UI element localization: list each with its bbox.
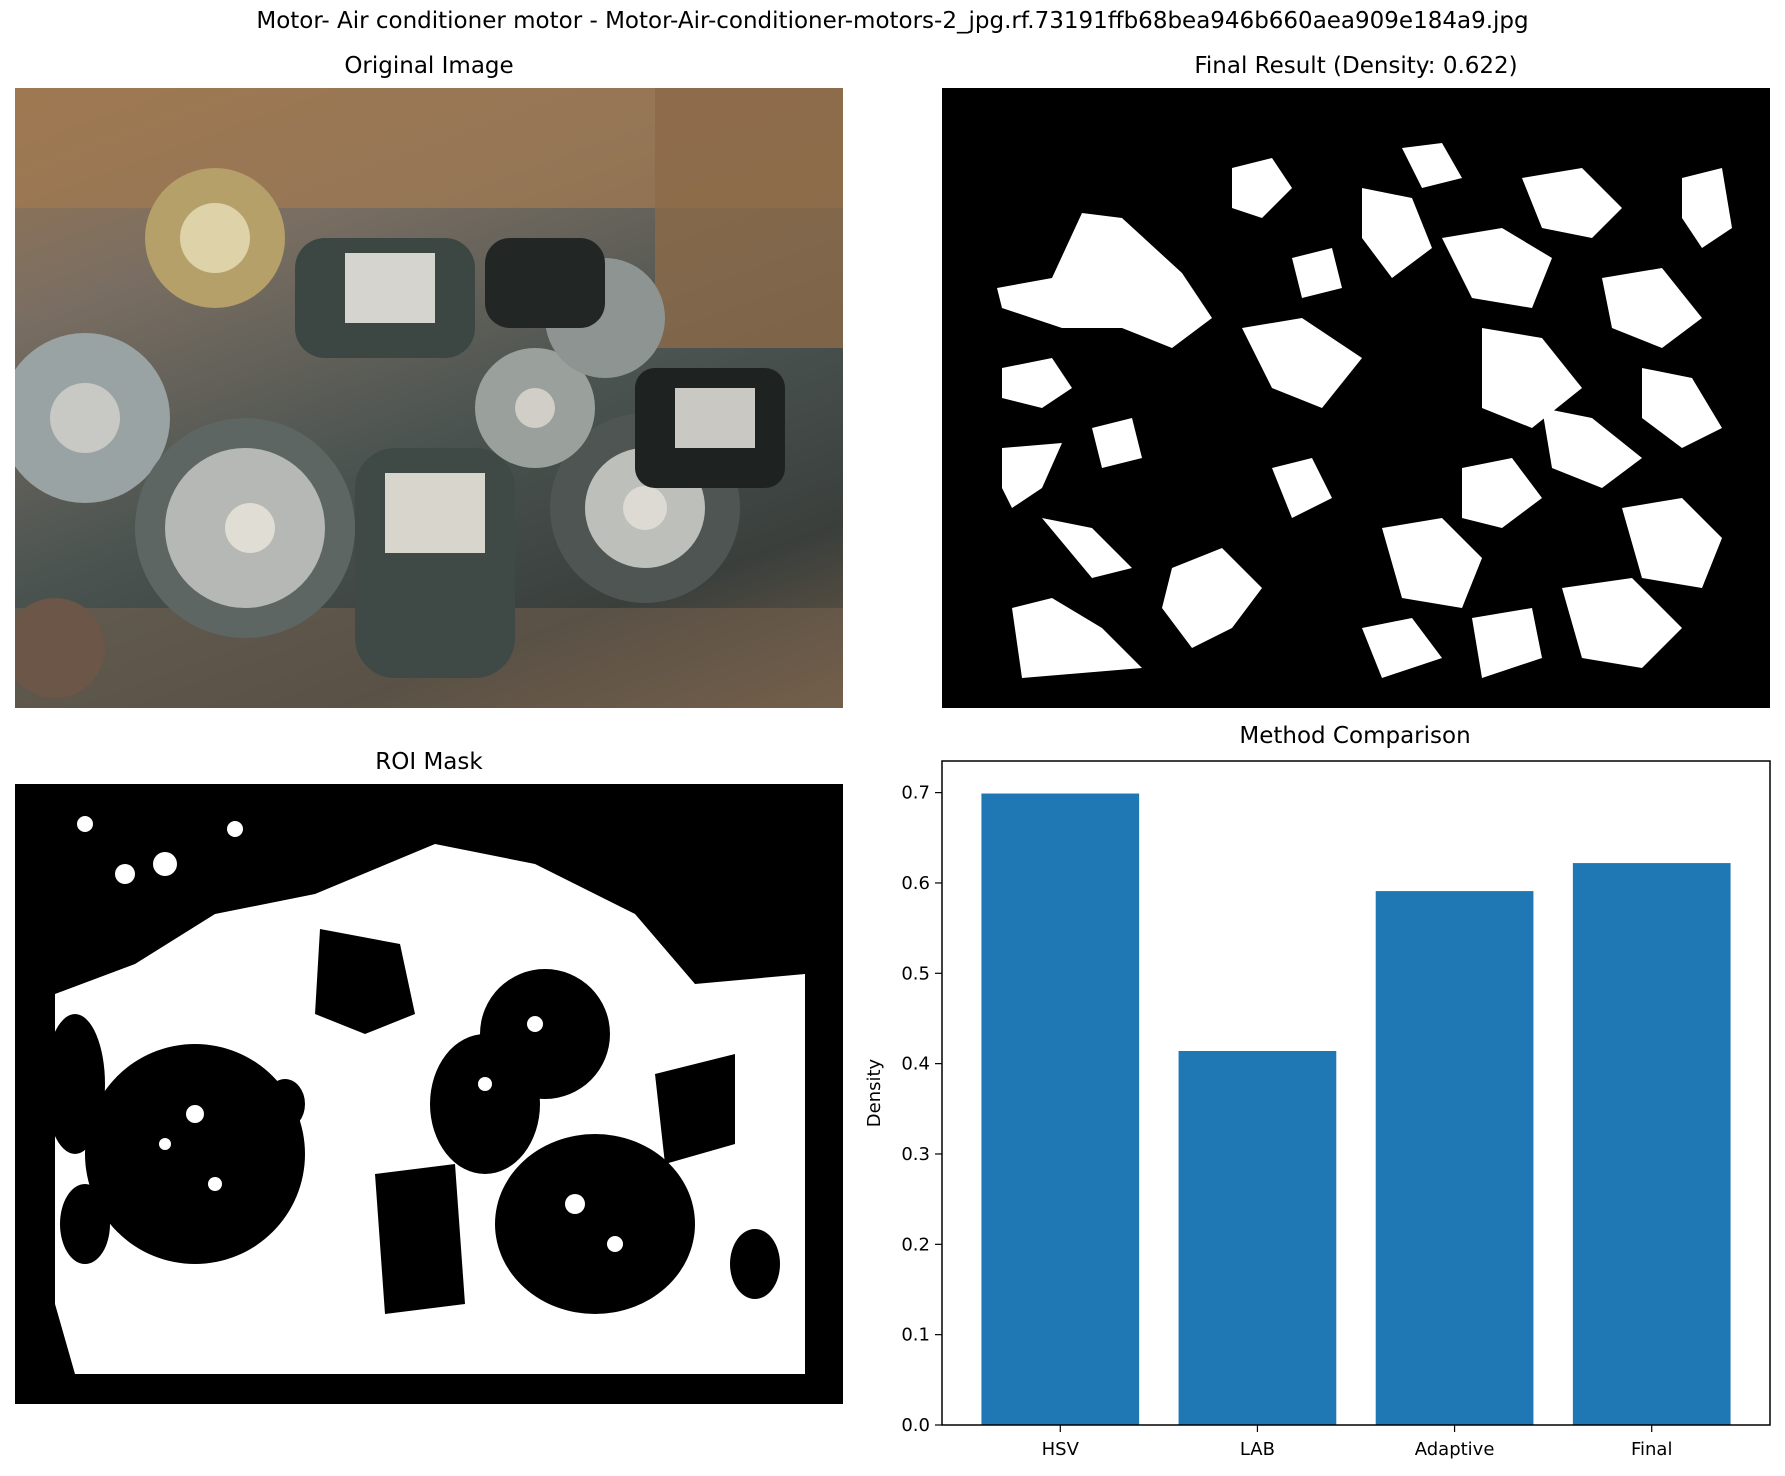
y-axis-label: Density: [864, 1058, 885, 1127]
bar-final: [1572, 863, 1731, 1425]
figure-suptitle: Motor- Air conditioner motor - Motor-Air…: [256, 8, 1529, 34]
bars-group: [981, 793, 1731, 1425]
axes-frame: [941, 760, 1771, 1426]
y-tick-label: 0.0: [901, 1415, 930, 1436]
x-tick-label: HSV: [1042, 1439, 1080, 1460]
y-tick-label: 0.5: [901, 963, 930, 984]
final-result-mask-art: [997, 143, 1732, 678]
roi-mask-title: ROI Mask: [375, 749, 483, 775]
y-tick-label: 0.2: [901, 1234, 930, 1255]
bar-lab: [1178, 1050, 1337, 1425]
x-axis: HSV LAB Adaptive Final: [1042, 1425, 1672, 1460]
y-tick-label: 0.4: [901, 1054, 930, 1075]
final-result-title: Final Result (Density: 0.622): [1194, 53, 1518, 79]
x-tick-label: Adaptive: [1415, 1439, 1495, 1460]
original-image-art: [15, 88, 843, 708]
y-tick-label: 0.7: [901, 783, 930, 804]
original-image-title: Original Image: [344, 53, 514, 79]
y-tick-label: 0.3: [901, 1144, 930, 1165]
x-tick-label: Final: [1631, 1439, 1672, 1460]
original-image: [15, 88, 843, 708]
y-tick-label: 0.6: [901, 873, 930, 894]
roi-mask-art: [45, 816, 805, 1374]
final-result-mask: [942, 88, 1770, 708]
y-axis: 0.0 0.1 0.2 0.3 0.4 0.5 0.6 0.7: [901, 783, 942, 1436]
x-tick-label: LAB: [1240, 1439, 1275, 1460]
bar-adaptive: [1375, 891, 1534, 1425]
chart-title: Method Comparison: [1239, 725, 1470, 749]
bar-hsv: [981, 793, 1140, 1425]
roi-mask: [15, 784, 843, 1404]
method-comparison-chart: Method Comparison 0.00.10.20.30.40.50.60…: [864, 725, 1771, 1460]
y-tick-label: 0.1: [901, 1325, 930, 1346]
